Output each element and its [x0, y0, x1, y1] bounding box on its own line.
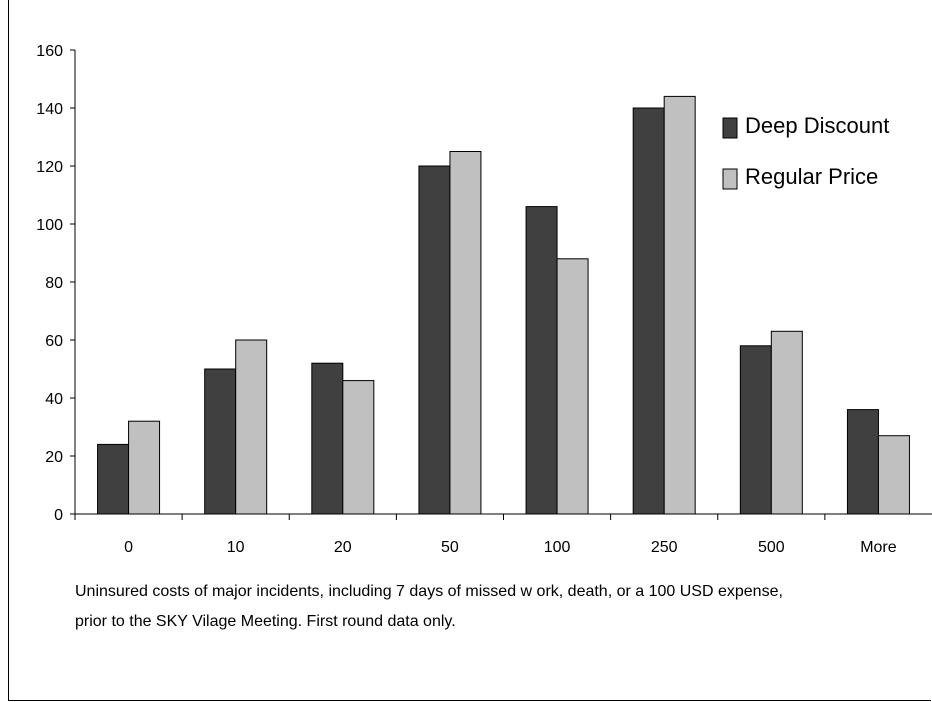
legend-swatch-deep-discount — [722, 117, 738, 139]
x-tick-label: 0 — [124, 539, 133, 556]
chart-caption: Uninsured costs of major incidents, incl… — [75, 577, 925, 637]
bar-regular-price — [128, 420, 161, 515]
chart-frame — [8, 0, 931, 701]
y-tick-label: 120 — [36, 159, 63, 176]
x-tick-label: 10 — [227, 539, 245, 556]
bar-regular-price — [342, 380, 375, 515]
x-tick-label: 20 — [334, 539, 352, 556]
caption-line-2: prior to the SKY Vilage Meeting. First r… — [75, 613, 456, 630]
bar-regular-price — [663, 95, 696, 515]
legend-swatch-regular-price — [722, 168, 738, 190]
y-axis: 0 20 40 60 80 100 120 140 160 — [36, 43, 76, 524]
x-tick-label: 250 — [651, 539, 678, 556]
bar-deep-discount — [97, 443, 130, 515]
x-tick-label: 50 — [441, 539, 459, 556]
x-tick-label: More — [860, 539, 897, 556]
bar-deep-discount — [418, 165, 451, 515]
legend: Deep Discount Regular Price — [722, 113, 889, 190]
legend-label-deep-discount: Deep Discount — [745, 113, 889, 138]
x-tick-label: 500 — [758, 539, 785, 556]
bar-deep-discount — [632, 107, 665, 515]
y-tick-label: 40 — [45, 391, 63, 408]
x-axis: 0 10 20 50 100 250 500 More — [74, 513, 932, 556]
y-tick-label: 160 — [36, 43, 63, 60]
y-tick-label: 100 — [36, 217, 63, 234]
y-tick-label: 60 — [45, 333, 63, 350]
bar-regular-price — [235, 339, 268, 515]
bar-regular-price — [770, 330, 803, 515]
y-tick-label: 0 — [54, 507, 63, 524]
bar-deep-discount — [204, 368, 237, 515]
bar-regular-price — [449, 151, 482, 515]
bar-deep-discount — [525, 206, 558, 515]
bar-regular-price — [877, 435, 910, 515]
x-tick-label: 100 — [544, 539, 571, 556]
bar-deep-discount — [846, 409, 879, 515]
bar-regular-price — [556, 258, 589, 515]
caption-line-1: Uninsured costs of major incidents, incl… — [75, 583, 783, 600]
y-tick-label: 20 — [45, 449, 63, 466]
legend-label-regular-price: Regular Price — [745, 164, 878, 189]
bar-deep-discount — [311, 362, 344, 515]
bars — [97, 95, 910, 515]
bar-deep-discount — [739, 345, 772, 515]
y-tick-label: 140 — [36, 101, 63, 118]
y-tick-label: 80 — [45, 275, 63, 292]
